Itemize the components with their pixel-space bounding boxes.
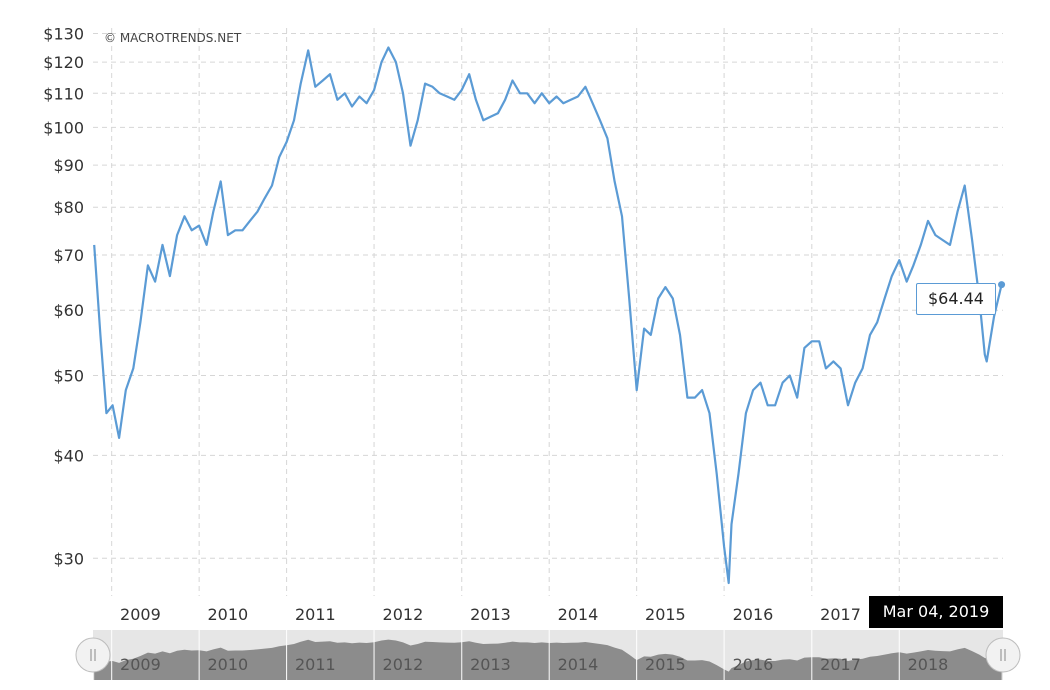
navigator-tick-label: 2012 [383,655,424,674]
y-tick-label: $110 [43,84,84,103]
y-tick-label: $90 [53,156,84,175]
y-tick-label: $40 [53,446,84,465]
handle-circle [985,637,1021,673]
watermark-text: © MACROTRENDS.NET [104,31,242,45]
navigator-tick-label: 2013 [470,655,511,674]
x-tick-label: 2016 [733,605,774,624]
x-tick-label: 2013 [470,605,511,624]
navigator-tick-label: 2014 [558,655,599,674]
x-tick-label: 2011 [295,605,336,624]
x-tick-label: 2010 [208,605,249,624]
navigator-handle-right[interactable] [985,637,1021,673]
y-tick-label: $70 [53,246,84,265]
navigator-tick-label: 2011 [295,655,336,674]
navigator-tick-label: 2016 [733,655,774,674]
tooltip-date: Mar 04, 2019 [869,596,1003,628]
x-tick-label: 2015 [645,605,686,624]
handle-circle [75,637,111,673]
navigator-tick-label: 2018 [908,655,949,674]
y-tick-label: $80 [53,198,84,217]
navigator-tick-label: 2009 [120,655,161,674]
y-tick-label: $50 [53,366,84,385]
y-tick-label: $100 [43,118,84,137]
tooltip-price: $64.44 [916,283,996,315]
x-tick-label: 2014 [558,605,599,624]
x-tick-label: 2017 [820,605,861,624]
navigator-tick-label: 2017 [820,655,861,674]
price-marker [998,281,1006,289]
navigator-area [94,639,1002,680]
navigator-tick-label: 2015 [645,655,686,674]
y-tick-label: $60 [53,301,84,320]
navigator-tick-label: 2010 [208,655,249,674]
y-tick-label: $130 [43,24,84,43]
price-line [93,46,1003,585]
y-tick-label: $120 [43,53,84,72]
x-tick-label: 2012 [383,605,424,624]
y-tick-label: $30 [53,549,84,568]
navigator-handle-left[interactable] [75,637,111,673]
x-tick-label: 2009 [120,605,161,624]
